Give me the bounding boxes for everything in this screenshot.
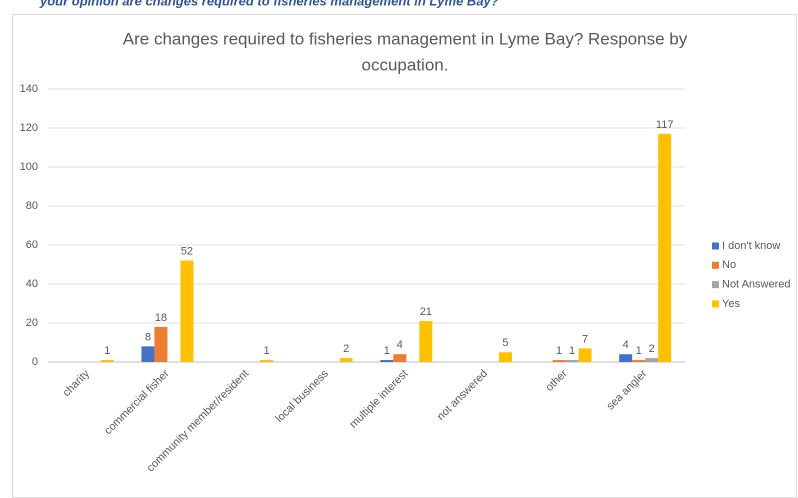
x-tick-label: other [544, 367, 570, 393]
data-label: 1 [384, 345, 390, 357]
data-label: 4 [623, 339, 629, 351]
data-label: 52 [181, 246, 193, 258]
y-tick-label: 60 [26, 239, 38, 251]
y-tick-label: 80 [26, 200, 38, 212]
data-label: 18 [155, 312, 167, 324]
x-tick-label: commercial fisher [102, 367, 172, 437]
data-label: 1 [264, 345, 270, 357]
x-tick-label: sea angler [605, 367, 650, 412]
y-tick-label: 140 [20, 83, 38, 95]
chart-border [12, 14, 797, 498]
bar [260, 360, 274, 362]
data-label: 1 [556, 345, 562, 357]
bar [180, 260, 194, 362]
bar [339, 358, 353, 362]
data-label: 2 [343, 343, 349, 355]
bar [100, 360, 114, 362]
data-label: 1 [104, 345, 110, 357]
data-label: 1 [636, 345, 642, 357]
legend-swatch [712, 242, 719, 250]
y-tick-label: 120 [20, 122, 38, 134]
bar [658, 133, 672, 362]
data-label: 1 [569, 345, 575, 357]
data-label: 4 [397, 339, 403, 351]
x-tick-label: not answered [435, 368, 490, 423]
chart-title: Are changes required to fisheries manage… [123, 29, 688, 48]
y-tick-label: 0 [32, 356, 38, 368]
y-tick-label: 100 [20, 161, 38, 173]
data-label: 7 [582, 333, 588, 345]
chart-title: occupation. [362, 55, 449, 74]
data-label: 5 [502, 337, 508, 349]
bar [565, 360, 579, 362]
bar [380, 360, 394, 362]
bar [619, 354, 633, 362]
legend-label: I don't know [722, 240, 780, 252]
data-label: 2 [649, 343, 655, 355]
data-label: 117 [656, 119, 674, 131]
legend-swatch [712, 261, 719, 269]
legend-label: No [722, 259, 736, 271]
bar [578, 348, 592, 362]
x-tick-label: multiple interest [348, 368, 411, 431]
data-label: 8 [145, 331, 151, 343]
bar [141, 346, 155, 362]
bar [419, 321, 433, 362]
legend-label: Yes [722, 298, 740, 310]
legend-label: Not Answered [722, 279, 790, 291]
x-tick-label: charity [61, 367, 93, 399]
legend-swatch [712, 281, 719, 289]
bar [552, 360, 566, 362]
bar [645, 358, 659, 362]
bar [154, 326, 168, 362]
bar [632, 360, 646, 362]
y-tick-label: 40 [26, 278, 38, 290]
bar [393, 354, 407, 362]
x-tick-label: local business [274, 367, 332, 425]
data-label: 21 [420, 306, 432, 318]
bar [498, 352, 512, 362]
legend-swatch [712, 300, 719, 308]
header-text: your opinion are changes required to fis… [39, 0, 499, 8]
y-tick-label: 20 [26, 317, 38, 329]
